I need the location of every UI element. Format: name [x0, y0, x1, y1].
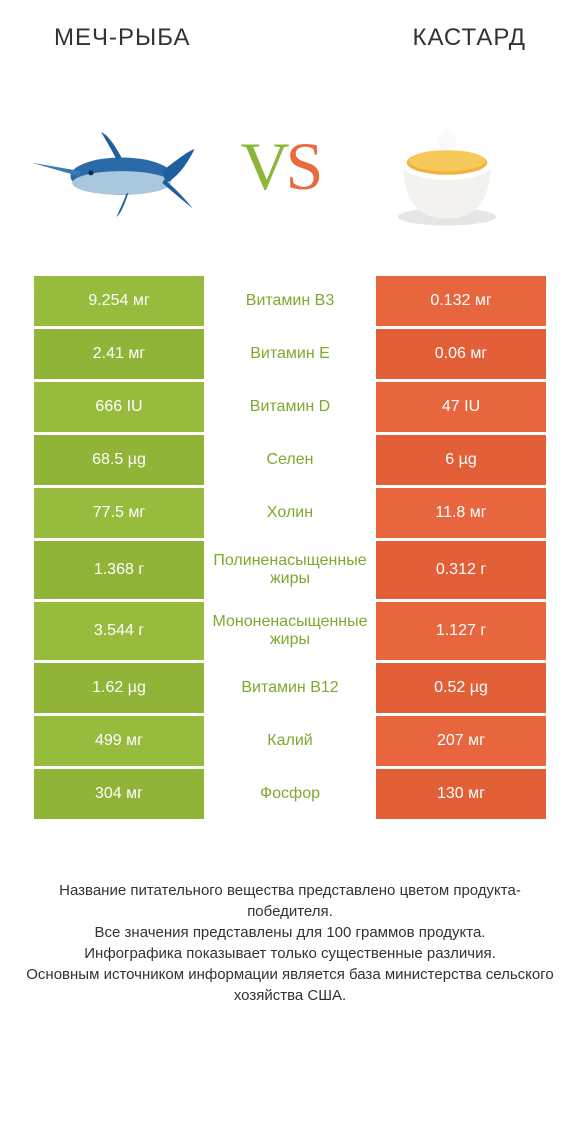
table-row: 68.5 µgСелен6 µg — [34, 435, 546, 485]
vs-label: VS — [241, 127, 320, 206]
footer-line: Название питательного вещества представл… — [24, 880, 556, 922]
left-value: 77.5 мг — [34, 488, 204, 538]
right-value: 0.312 г — [376, 541, 546, 599]
table-row: 1.62 µgВитамин B120.52 µg — [34, 663, 546, 713]
left-value: 1.62 µg — [34, 663, 204, 713]
right-value: 207 мг — [376, 716, 546, 766]
custard-icon — [377, 91, 517, 241]
right-value: 0.06 мг — [376, 329, 546, 379]
vs-v: V — [241, 128, 286, 204]
table-row: 1.368 гПолиненасыщенные жиры0.312 г — [34, 541, 546, 599]
left-value: 1.368 г — [34, 541, 204, 599]
right-value: 47 IU — [376, 382, 546, 432]
nutrient-label: Фосфор — [204, 769, 376, 819]
nutrient-label: Витамин B3 — [204, 276, 376, 326]
nutrient-label: Витамин D — [204, 382, 376, 432]
swordfish-icon — [28, 91, 198, 241]
right-value: 130 мг — [376, 769, 546, 819]
nutrient-label: Мононенасыщенные жиры — [204, 602, 376, 660]
left-food-illustration — [28, 86, 198, 246]
left-value: 3.544 г — [34, 602, 204, 660]
right-value: 0.132 мг — [376, 276, 546, 326]
nutrient-label: Калий — [204, 716, 376, 766]
left-value: 304 мг — [34, 769, 204, 819]
right-food-illustration — [362, 86, 532, 246]
nutrient-label: Витамин E — [204, 329, 376, 379]
left-value: 499 мг — [34, 716, 204, 766]
footer-line: Основным источником информации является … — [24, 964, 556, 1006]
right-value: 1.127 г — [376, 602, 546, 660]
table-row: 3.544 гМононенасыщенные жиры1.127 г — [34, 602, 546, 660]
vs-s: S — [286, 128, 320, 204]
right-value: 0.52 µg — [376, 663, 546, 713]
right-value: 6 µg — [376, 435, 546, 485]
table-row: 499 мгКалий207 мг — [34, 716, 546, 766]
left-value: 666 IU — [34, 382, 204, 432]
table-row: 666 IUВитамин D47 IU — [34, 382, 546, 432]
hero-row: VS — [0, 64, 580, 276]
nutrient-label: Витамин B12 — [204, 663, 376, 713]
title-right: КАСТАРД — [412, 24, 526, 52]
comparison-infographic: МЕЧ-РЫБА КАСТАРД VS — [0, 0, 580, 1144]
title-left: МЕЧ-РЫБА — [54, 24, 190, 52]
left-value: 2.41 мг — [34, 329, 204, 379]
right-value: 11.8 мг — [376, 488, 546, 538]
footer-line: Все значения представлены для 100 граммо… — [24, 922, 556, 943]
left-value: 68.5 µg — [34, 435, 204, 485]
nutrient-label: Полиненасыщенные жиры — [204, 541, 376, 599]
left-value: 9.254 мг — [34, 276, 204, 326]
nutrient-label: Селен — [204, 435, 376, 485]
nutrition-table: 9.254 мгВитамин B30.132 мг2.41 мгВитамин… — [0, 276, 580, 822]
nutrient-label: Холин — [204, 488, 376, 538]
table-row: 2.41 мгВитамин E0.06 мг — [34, 329, 546, 379]
footer-line: Инфографика показывает только существенн… — [24, 943, 556, 964]
table-row: 77.5 мгХолин11.8 мг — [34, 488, 546, 538]
table-row: 9.254 мгВитамин B30.132 мг — [34, 276, 546, 326]
table-row: 304 мгФосфор130 мг — [34, 769, 546, 819]
footer-notes: Название питательного вещества представл… — [0, 880, 580, 1006]
titles-row: МЕЧ-РЫБА КАСТАРД — [0, 0, 580, 64]
